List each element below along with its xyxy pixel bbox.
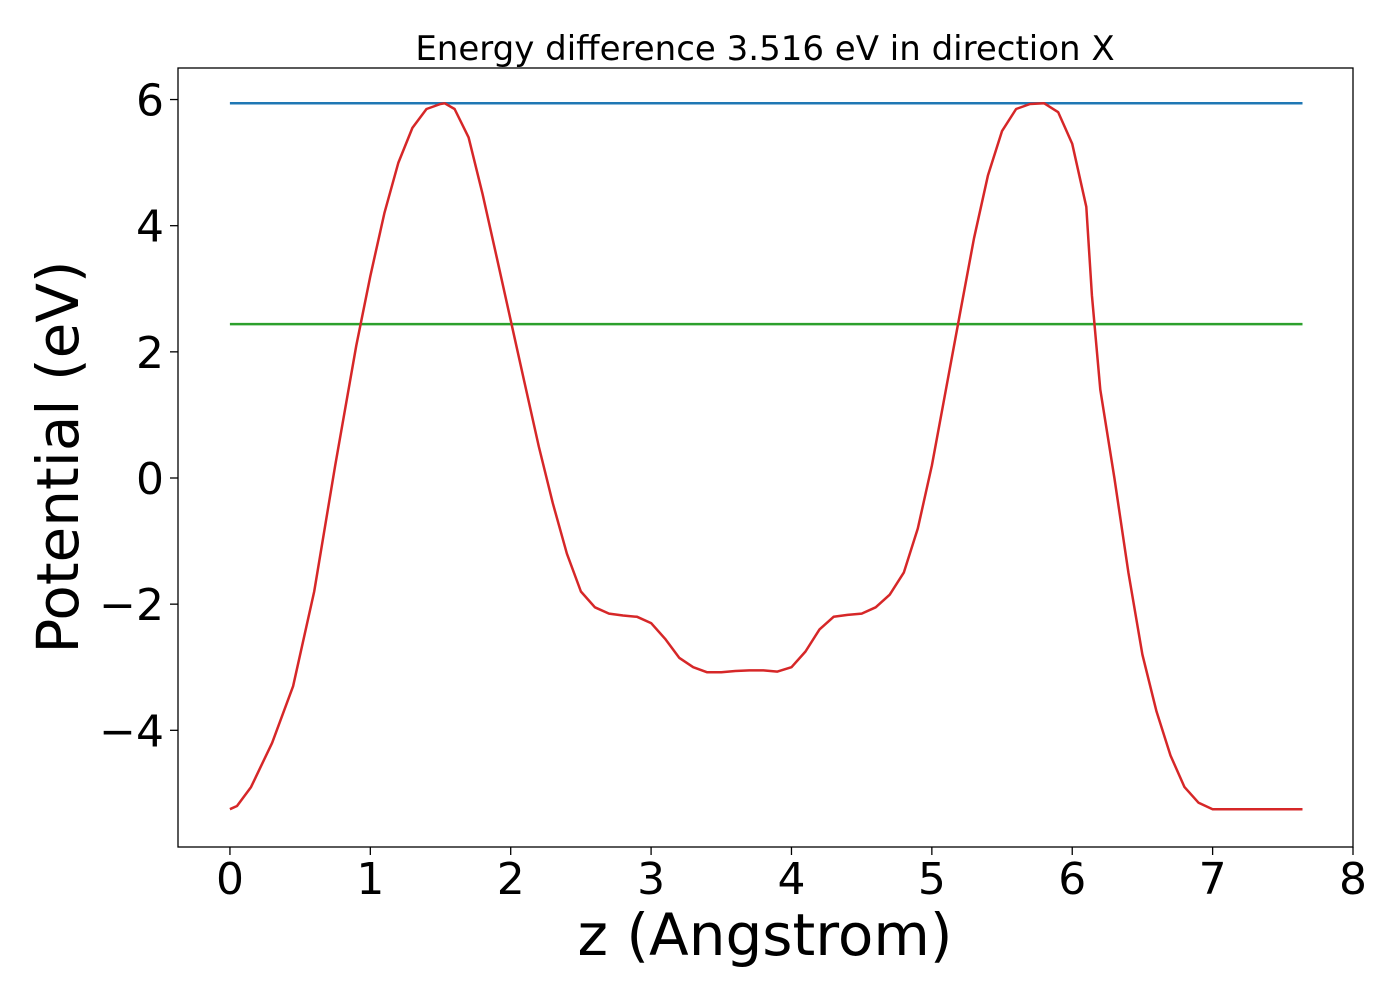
- y-tick-label: −2: [99, 580, 164, 631]
- x-axis-ticks: 0 1 2 3 4 5 6 7 8: [216, 847, 1367, 905]
- y-tick-label: 4: [136, 202, 164, 253]
- x-tick-label: 1: [356, 854, 384, 905]
- y-axis-ticks: −4 −2 0 2 4 6: [99, 76, 178, 757]
- x-tick-label: 3: [637, 854, 665, 905]
- plot-frame: [177, 67, 1354, 848]
- x-tick-label: 8: [1339, 854, 1367, 905]
- series-line-0: [229, 102, 1303, 811]
- y-tick-label: 2: [136, 328, 164, 379]
- y-tick-label: 0: [136, 454, 164, 505]
- x-axis-label: z (Angstrom): [578, 901, 953, 969]
- x-tick-label: 5: [918, 854, 946, 905]
- y-axis-label: Potential (eV): [24, 260, 92, 653]
- series-layer: [229, 102, 1303, 811]
- x-tick-label: 0: [216, 854, 244, 905]
- x-tick-label: 2: [497, 854, 525, 905]
- x-tick-label: 7: [1199, 854, 1227, 905]
- y-tick-label: −4: [99, 706, 164, 757]
- y-tick-label: 6: [136, 76, 164, 127]
- x-tick-label: 6: [1058, 854, 1086, 905]
- x-tick-label: 4: [777, 854, 805, 905]
- chart-title: Energy difference 3.516 eV in direction …: [415, 29, 1114, 69]
